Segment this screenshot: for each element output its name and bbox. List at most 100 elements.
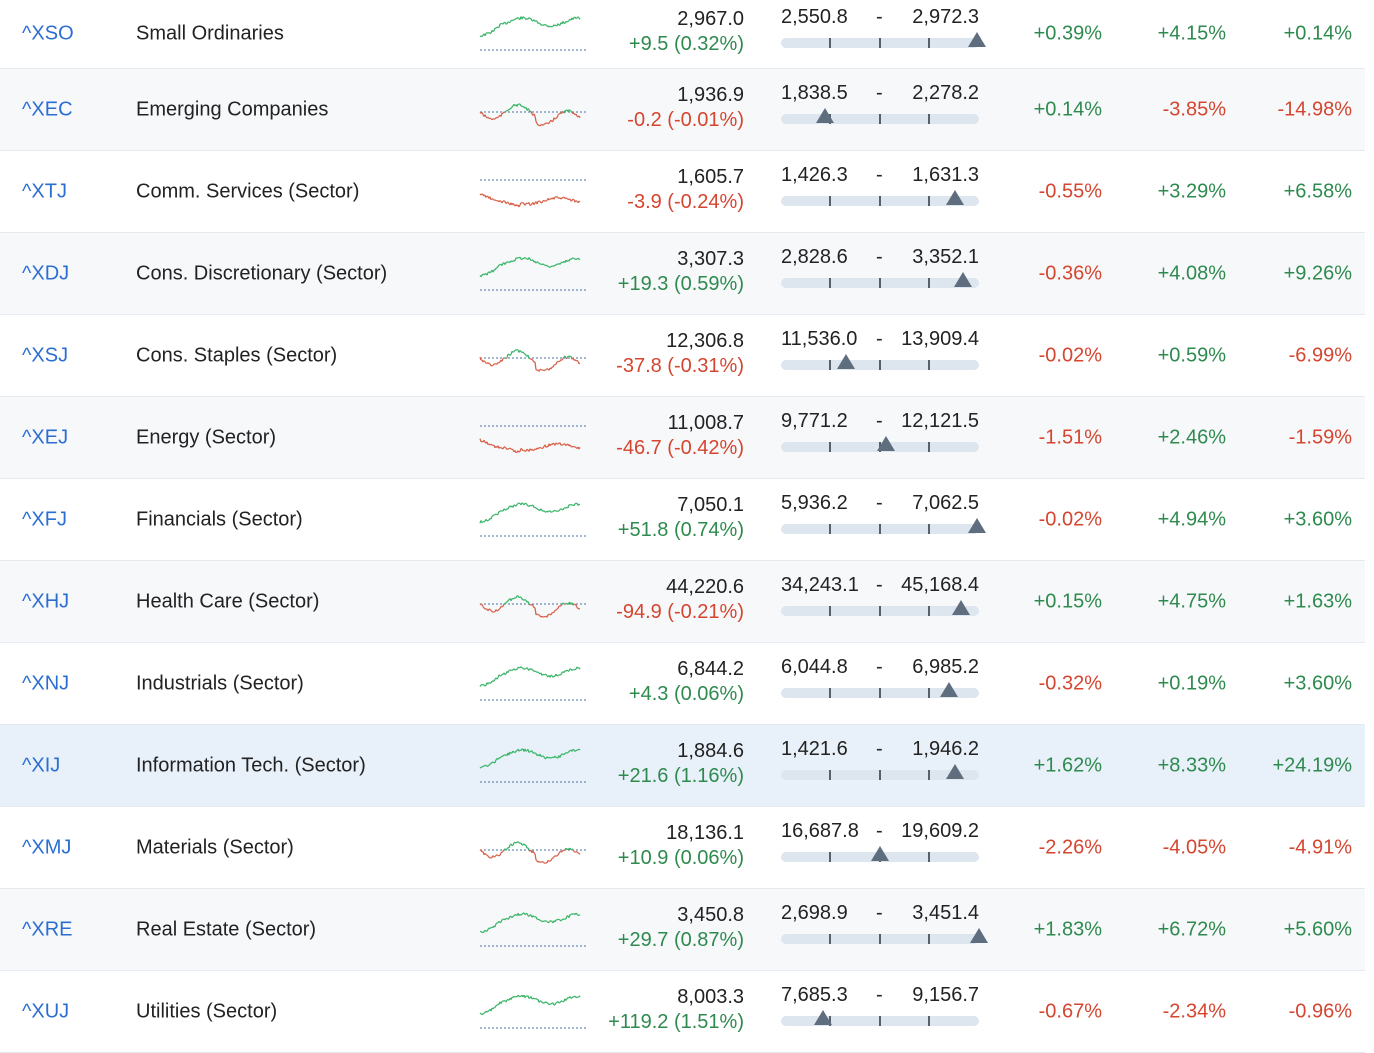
symbol-link[interactable]: ^XDJ [22,262,69,285]
table-row[interactable]: ^XSO Small Ordinaries 2,967.0 +9.5 (0.32… [0,0,1365,69]
sparkline-segment [571,200,572,201]
range-bar [781,196,979,206]
table-row[interactable]: ^XEC Emerging Companies 1,936.9 -0.2 (-0… [0,69,1365,151]
sparkline-segment [493,31,494,32]
period-change-3: -6.99% [1289,344,1352,367]
sparkline-segment [579,995,580,996]
sparkline-chart [478,252,588,296]
sparkline-segment [543,920,544,921]
price-change: +51.8 (0.74%) [618,519,744,542]
symbol-link[interactable]: ^XRE [22,918,73,941]
price-change: +4.3 (0.06%) [629,683,744,706]
sparkline-segment [563,602,564,603]
period-change-2: -4.05% [1163,836,1226,859]
range-high: 6,985.2 [912,656,979,679]
sparkline-segment [556,1002,557,1003]
sparkline-segment [520,257,521,259]
sparkline-segment [506,357,507,358]
sparkline-segment [489,763,490,764]
range-tick [928,770,930,780]
sparkline-segment [535,115,536,121]
range-low: 1,838.5 [781,82,848,105]
sparkline-segment [541,920,542,921]
last-price: 44,220.6 [666,576,744,599]
range-tick [879,278,881,288]
table-row[interactable]: ^XHJ Health Care (Sector) 44,220.6 -94.9… [0,561,1365,643]
symbol-link[interactable]: ^XIJ [22,754,60,777]
period-change-3: -0.96% [1289,1000,1352,1023]
sparkline-segment [575,750,576,751]
last-price: 1,884.6 [677,740,744,763]
table-row[interactable]: ^XDJ Cons. Discretionary (Sector) 3,307.… [0,233,1365,315]
sparkline-segment [498,116,499,117]
table-row[interactable]: ^XTJ Comm. Services (Sector) 1,605.7 -3.… [0,151,1365,233]
sparkline-segment [508,202,509,203]
range-low: 1,421.6 [781,738,848,761]
table-row[interactable]: ^XUJ Utilities (Sector) 8,003.3 +119.2 (… [0,971,1365,1053]
period-change-3: +0.14% [1284,23,1352,46]
sparkline-segment [527,449,528,450]
sparkline-segment [520,202,521,204]
range-low: 5,936.2 [781,492,848,515]
table-row[interactable]: ^XSJ Cons. Staples (Sector) 12,306.8 -37… [0,315,1365,397]
sparkline-segment [488,520,489,521]
symbol-link[interactable]: ^XSO [22,23,74,46]
sparkline-segment [531,203,532,204]
sparkline-segment [575,996,576,997]
symbol-link[interactable]: ^XEC [22,98,73,121]
sparkline-segment [484,440,485,442]
sparkline-segment [558,443,559,444]
period-change-1: -0.32% [1039,672,1102,695]
table-row[interactable]: ^XRE Real Estate (Sector) 3,450.8 +29.7 … [0,889,1365,971]
sparkline-svg [478,662,588,706]
sparkline-segment [486,196,487,197]
sparkline-svg [478,908,588,952]
range-separator: - [876,410,883,433]
price-change: +9.5 (0.32%) [629,33,744,56]
symbol-link[interactable]: ^XFJ [22,508,67,531]
sparkline-segment [577,996,578,997]
sparkline-segment [522,258,523,259]
sparkline-segment [518,995,519,996]
sparkline-segment [524,503,525,505]
table-row[interactable]: ^XMJ Materials (Sector) 18,136.1 +10.9 (… [0,807,1365,889]
range-tick [928,934,930,944]
range-tick [829,38,831,48]
table-row[interactable]: ^XIJ Information Tech. (Sector) 1,884.6 … [0,725,1365,807]
sparkline-segment [536,998,537,999]
sparkline-segment [509,844,510,847]
sparkline-segment [523,351,524,353]
sparkline-segment [567,356,568,358]
symbol-link[interactable]: ^XUJ [22,1000,69,1023]
last-price: 3,450.8 [677,904,744,927]
sparkline-segment [546,920,547,921]
sparkline-segment [568,602,569,603]
table-row[interactable]: ^XFJ Financials (Sector) 7,050.1 +51.8 (… [0,479,1365,561]
sparkline-segment [542,1002,543,1003]
sparkline-segment [495,1005,496,1007]
table-row[interactable]: ^XEJ Energy (Sector) 11,008.7 -46.7 (-0.… [0,397,1365,479]
sparkline-segment [503,446,504,448]
symbol-link[interactable]: ^XNJ [22,672,69,695]
sparkline-segment [532,750,533,753]
sparkline-segment [543,755,544,756]
sparkline-segment [520,350,521,351]
sparkline-segment [519,205,520,207]
sparkline-segment [487,765,488,766]
sparkline-segment [482,766,483,767]
sparkline-svg [478,990,588,1034]
sparkline-segment [500,447,501,448]
sparkline-segment [571,669,572,670]
symbol-link[interactable]: ^XSJ [22,344,68,367]
sparkline-segment [480,767,481,768]
sparkline-segment [552,443,553,444]
sparkline-segment [549,1003,550,1004]
sparkline-segment [542,200,543,202]
symbol-link[interactable]: ^XEJ [22,426,68,449]
symbol-link[interactable]: ^XTJ [22,180,67,203]
symbol-link[interactable]: ^XHJ [22,590,69,613]
sparkline-segment [564,753,565,754]
table-row[interactable]: ^XNJ Industrials (Sector) 6,844.2 +4.3 (… [0,643,1365,725]
range-low: 7,685.3 [781,984,848,1007]
symbol-link[interactable]: ^XMJ [22,836,71,859]
